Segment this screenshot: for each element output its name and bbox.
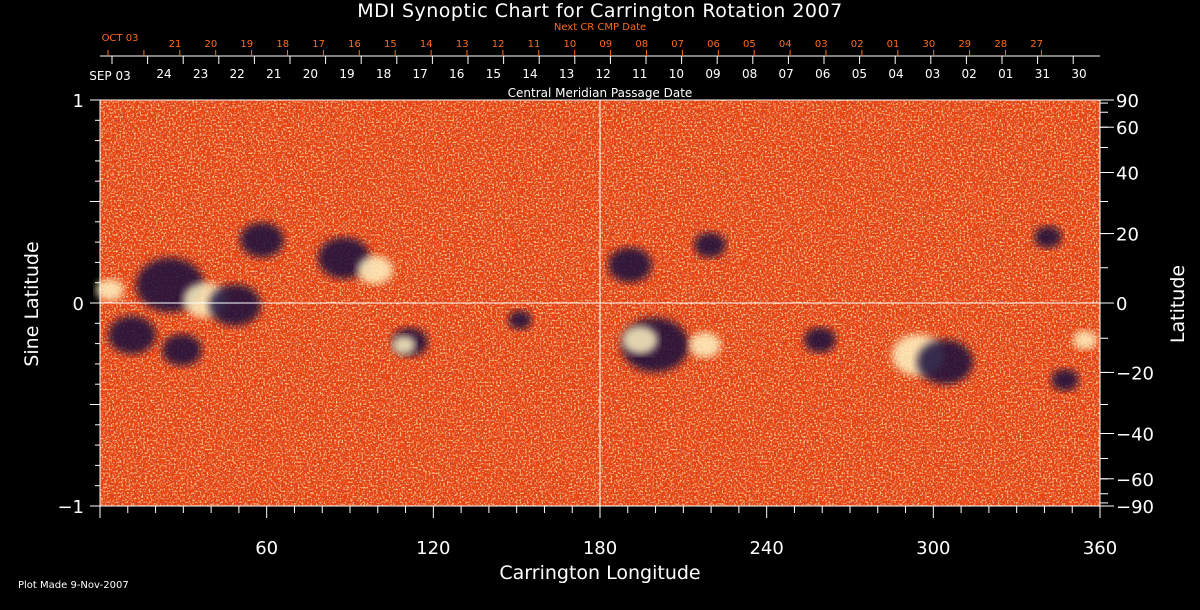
cmp-date-label: 03 <box>925 67 940 81</box>
cmp-date-label: 16 <box>449 67 464 81</box>
next-cr-date-label: 18 <box>276 39 289 50</box>
x-tick-label: 180 <box>583 538 617 559</box>
y-tick-label-right: −40 <box>1116 424 1154 445</box>
y-tick-label-right: 90 <box>1116 91 1139 112</box>
next-cr-date-label: 13 <box>456 39 469 50</box>
magnetic-region <box>1073 330 1097 350</box>
next-cr-date-label: 06 <box>707 39 720 50</box>
cmp-date-label: 04 <box>888 67 903 81</box>
cmp-date-label: 17 <box>413 67 428 81</box>
magnetic-region <box>508 310 532 330</box>
y-tick-label-right: 20 <box>1116 225 1139 246</box>
next-cr-date-label: 10 <box>564 39 577 50</box>
magnetic-region <box>357 255 393 285</box>
magnetic-region <box>622 325 658 355</box>
cmp-date-label: 12 <box>596 67 611 81</box>
next-cr-date-label: 30 <box>923 39 936 50</box>
cmp-axis-label: Central Meridian Passage Date <box>507 86 693 100</box>
cmp-date-label: 11 <box>632 67 647 81</box>
x-tick-label: 120 <box>416 538 450 559</box>
next-cr-date-label: 17 <box>312 39 325 50</box>
magnetic-region <box>917 339 973 385</box>
x-tick-label: 240 <box>749 538 783 559</box>
next-cr-start-date: OCT 03 <box>102 33 139 44</box>
cmp-date-label: 10 <box>669 67 684 81</box>
next-cr-date-label: 14 <box>420 39 433 50</box>
y-tick-label-left: 1 <box>73 91 84 112</box>
magnetic-region <box>162 334 202 366</box>
next-cr-axis-label: Next CR CMP Date <box>553 22 647 33</box>
next-cr-date-label: 02 <box>851 39 864 50</box>
next-cr-date-label: 08 <box>635 39 648 50</box>
y-axis-label-left: Sine Latitude <box>21 241 43 367</box>
next-cr-date-label: 12 <box>492 39 505 50</box>
next-cr-date-label: 01 <box>887 39 900 50</box>
magnetic-region <box>804 327 836 353</box>
magnetic-region <box>1034 225 1062 249</box>
cmp-date-label: 14 <box>522 67 537 81</box>
next-cr-date-label: 21 <box>169 39 182 50</box>
cmp-date-label: 07 <box>779 67 794 81</box>
next-cr-date-label: 04 <box>779 39 792 50</box>
magnetic-region <box>240 222 284 258</box>
next-cr-date-label: 07 <box>671 39 684 50</box>
next-cr-date-label: 11 <box>528 39 541 50</box>
chart-title: MDI Synoptic Chart for Carrington Rotati… <box>357 0 843 22</box>
cmp-date-label: 24 <box>156 67 171 81</box>
plot-made-note: Plot Made 9-Nov-2007 <box>18 580 129 591</box>
cmp-date-label: 05 <box>852 67 867 81</box>
y-tick-label-left: −1 <box>57 497 84 518</box>
cmp-date-label: 01 <box>998 67 1013 81</box>
magnetic-region <box>1051 368 1079 392</box>
x-tick-label: 300 <box>916 538 950 559</box>
cmp-date-label: 21 <box>266 67 281 81</box>
y-tick-label-right: 0 <box>1116 294 1127 315</box>
y-tick-label-left: 0 <box>73 294 84 315</box>
next-cr-date-label: 20 <box>205 39 218 50</box>
y-tick-label-right: 60 <box>1116 118 1139 139</box>
x-axis-label: Carrington Longitude <box>499 562 701 584</box>
axes: 60 120 180 240 300 36010−1906040200−20−40−60−… <box>57 33 1154 559</box>
cmp-date-label: 08 <box>742 67 757 81</box>
next-cr-date-label: 19 <box>240 39 253 50</box>
next-cr-date-label: 03 <box>815 39 828 50</box>
y-tick-label-right: −60 <box>1116 470 1154 491</box>
cmp-date-label: 09 <box>705 67 720 81</box>
next-cr-date-label: 29 <box>958 39 971 50</box>
x-tick-label: 360 <box>1083 538 1117 559</box>
magnetic-region <box>392 335 416 355</box>
y-axis-label-right: Latitude <box>1167 264 1189 344</box>
cmp-date-label: 20 <box>303 67 318 81</box>
magnetic-region <box>209 284 261 326</box>
y-tick-label-right: 40 <box>1116 164 1139 185</box>
magnetic-region <box>689 332 721 358</box>
magnetic-region <box>318 237 370 279</box>
x-tick-label: 60 <box>255 538 278 559</box>
cmp-date-label: 02 <box>962 67 977 81</box>
next-cr-date-label: 15 <box>384 39 397 50</box>
magnetic-region <box>608 247 652 283</box>
next-cr-date-label: 28 <box>994 39 1007 50</box>
next-cr-date-label: 27 <box>1030 39 1043 50</box>
next-cr-date-label: 05 <box>743 39 756 50</box>
magnetic-region <box>96 278 124 302</box>
y-tick-label-right: −20 <box>1116 363 1154 384</box>
cmp-date-label: 22 <box>230 67 245 81</box>
cmp-date-label: 18 <box>376 67 391 81</box>
magnetic-region <box>694 232 726 258</box>
cmp-date-label: 23 <box>193 67 208 81</box>
cmp-date-label: 30 <box>1071 67 1086 81</box>
cmp-start-date: SEP 03 <box>89 69 131 83</box>
cmp-date-label: 31 <box>1035 67 1050 81</box>
magnetic-region <box>108 315 156 355</box>
cmp-date-label: 13 <box>559 67 574 81</box>
cmp-date-label: 06 <box>815 67 830 81</box>
y-tick-label-right: −90 <box>1116 497 1154 518</box>
next-cr-date-label: 09 <box>599 39 612 50</box>
cmp-date-label: 19 <box>339 67 354 81</box>
cmp-date-label: 15 <box>486 67 501 81</box>
next-cr-date-label: 16 <box>348 39 361 50</box>
